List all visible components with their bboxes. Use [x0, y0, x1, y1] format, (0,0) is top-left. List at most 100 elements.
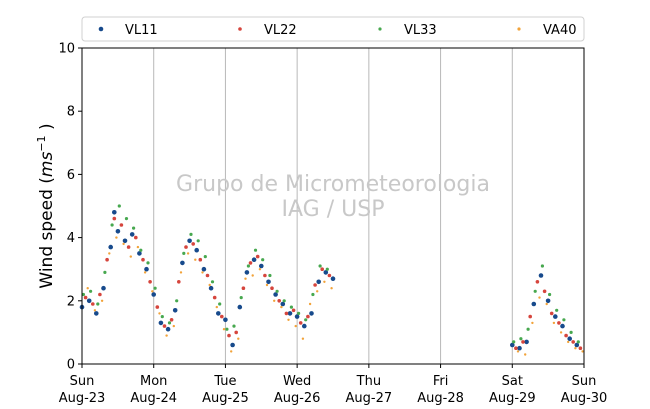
data-point [304, 318, 308, 322]
data-point [137, 251, 142, 256]
data-point [545, 302, 548, 306]
data-point [155, 305, 160, 309]
data-point [298, 321, 303, 325]
data-point [282, 299, 286, 303]
data-point [91, 302, 95, 306]
data-points [79, 204, 584, 356]
data-point [132, 226, 136, 230]
data-point [524, 339, 529, 345]
data-point [330, 287, 333, 290]
series-va40 [86, 236, 584, 356]
data-point [103, 270, 107, 274]
data-point [165, 326, 171, 332]
data-point [189, 232, 193, 236]
data-point [259, 263, 264, 269]
data-point [158, 312, 161, 315]
data-point [180, 260, 185, 266]
data-point [517, 345, 522, 351]
data-point [141, 257, 145, 262]
data-point [540, 264, 545, 268]
x-tick-day: Fri [433, 374, 449, 389]
data-point [220, 314, 224, 319]
data-point [309, 311, 314, 316]
data-point [531, 321, 534, 325]
data-point [301, 337, 305, 340]
data-point [263, 273, 267, 278]
data-point [172, 324, 175, 328]
data-point [578, 346, 583, 351]
data-point [93, 309, 97, 312]
y-axis-label: Wind speed (ms−1 ) [35, 123, 57, 288]
data-point [581, 350, 584, 353]
data-point [266, 279, 271, 285]
x-tick-day: Sun [572, 374, 597, 389]
data-point [136, 245, 140, 249]
data-point [280, 301, 286, 307]
data-point [567, 336, 572, 342]
data-point [148, 280, 152, 284]
data-point [215, 305, 218, 309]
x-tick-day: Tue [213, 374, 236, 389]
data-point [208, 283, 211, 287]
y-tick-label: 4 [67, 231, 75, 246]
data-point [306, 314, 310, 319]
data-point [294, 324, 297, 328]
data-point [105, 257, 109, 262]
data-point [244, 270, 250, 275]
data-point [311, 292, 315, 297]
legend-label-vl33: VL33 [404, 23, 437, 38]
data-point [557, 321, 561, 325]
data-point [253, 248, 258, 252]
data-point [184, 245, 188, 249]
data-point [179, 271, 183, 274]
data-point [251, 257, 257, 263]
legend: VL11 VL22 VL33 VA40 [98, 23, 577, 38]
data-point [232, 324, 236, 328]
data-point [234, 330, 238, 335]
data-point [521, 340, 525, 344]
data-point [205, 273, 210, 278]
legend-marker-vl33 [378, 27, 382, 31]
data-point [208, 285, 214, 291]
data-point [313, 283, 317, 287]
x-tick-date: Aug-27 [346, 391, 393, 406]
data-point [153, 286, 157, 290]
data-point [291, 308, 296, 313]
data-point [126, 245, 131, 249]
data-point [237, 304, 243, 310]
watermark-line-1: Grupo de Micrometeorologia [176, 172, 490, 197]
legend-marker-vl11 [98, 26, 104, 32]
y-tick-label: 6 [67, 168, 75, 183]
data-point [212, 295, 217, 300]
data-point [297, 311, 301, 315]
data-point [241, 286, 246, 291]
data-point [287, 311, 293, 316]
data-point [323, 270, 329, 275]
data-point [320, 267, 325, 272]
data-point [308, 302, 312, 306]
legend-label-vl22: VL22 [264, 23, 297, 38]
data-point [261, 258, 265, 262]
data-point [108, 252, 111, 255]
data-point [160, 315, 164, 319]
legend-label-va40: VA40 [543, 23, 577, 38]
watermark: Grupo de Micrometeorologia IAG / USP [176, 172, 490, 222]
data-point [203, 255, 207, 259]
data-point [287, 318, 290, 321]
x-tick-day: Mon [140, 374, 167, 389]
legend-marker-vl22 [238, 27, 242, 31]
data-point [273, 299, 276, 302]
data-point [196, 239, 200, 243]
x-tick-day: Wed [283, 374, 311, 389]
y-tick-label: 10 [58, 42, 75, 57]
data-point [289, 305, 293, 309]
y-axis-label-close: ) [37, 123, 57, 135]
y-tick-label: 2 [67, 294, 75, 309]
data-point [144, 266, 149, 272]
data-point [294, 314, 300, 319]
data-point [564, 333, 568, 338]
data-point [270, 286, 274, 291]
data-point [175, 299, 179, 303]
data-point [524, 353, 527, 356]
data-point [110, 223, 114, 227]
